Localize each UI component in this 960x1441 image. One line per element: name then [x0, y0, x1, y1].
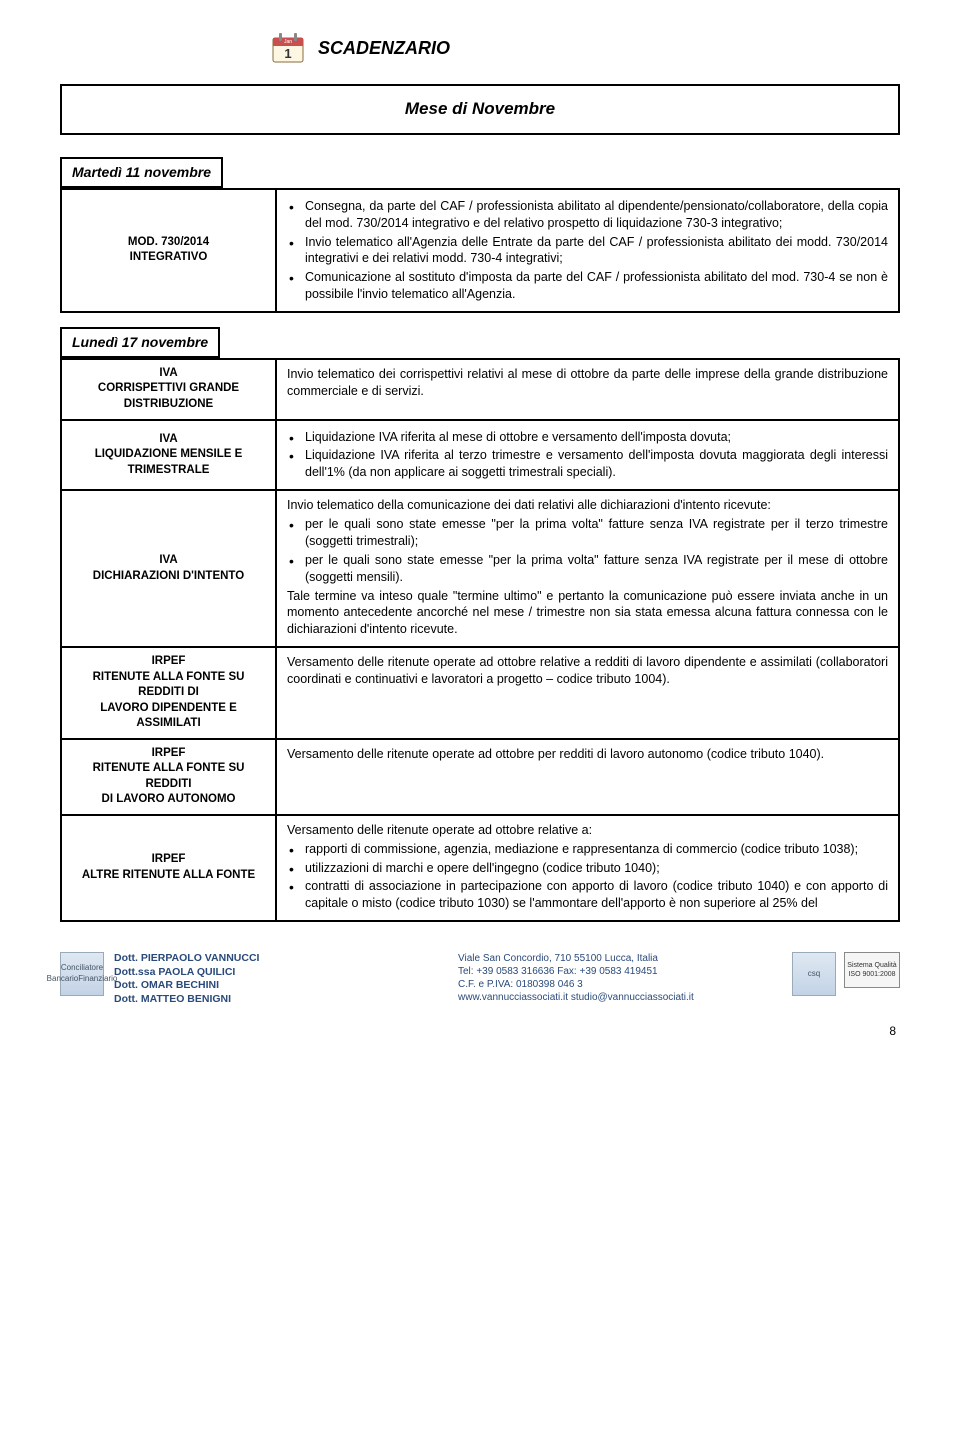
paragraph: Versamento delle ritenute operate ad ott…	[287, 746, 888, 763]
footer-name: Dott. MATTEO BENIGNI	[114, 993, 231, 1005]
list-item: Invio telematico all'Agenzia delle Entra…	[287, 234, 888, 268]
paragraph: Invio telematico della comunicazione dei…	[287, 497, 888, 514]
label-line: RITENUTE ALLA FONTE SU REDDITI	[70, 761, 267, 792]
label-line: MOD. 730/2014	[70, 235, 267, 251]
table-row: IRPEF RITENUTE ALLA FONTE SU REDDITI DI …	[60, 740, 900, 816]
list-item: per le quali sono state emesse "per la p…	[287, 552, 888, 586]
label-line: IRPEF	[70, 852, 267, 868]
label-line: RITENUTE ALLA FONTE SU REDDITI DI	[70, 670, 267, 701]
table-row: IRPEF RITENUTE ALLA FONTE SU REDDITI DI …	[60, 648, 900, 740]
row-label: IRPEF RITENUTE ALLA FONTE SU REDDITI DI …	[62, 648, 277, 738]
iso-line: ISO 9001:2008	[848, 970, 895, 979]
label-line: IRPEF	[70, 746, 267, 762]
footer-name: Dott. OMAR BECHINI	[114, 979, 219, 991]
paragraph: Tale termine va inteso quale "termine ul…	[287, 588, 888, 639]
paragraph: Versamento delle ritenute operate ad ott…	[287, 822, 888, 839]
label-line: IVA	[70, 432, 267, 448]
iso-line: Sistema Qualità	[847, 961, 896, 970]
row-label: IVA CORRISPETTIVI GRANDE DISTRIBUZIONE	[62, 360, 277, 419]
footer-address: Viale San Concordio, 710 55100 Lucca, It…	[448, 952, 792, 1004]
row-label: IVA DICHIARAZIONI D'INTENTO	[62, 491, 277, 646]
row-content: Invio telematico dei corrispettivi relat…	[277, 360, 898, 419]
label-line: LIQUIDAZIONE MENSILE E	[70, 447, 267, 463]
month-title-box: Mese di Novembre	[60, 84, 900, 135]
conciliatore-logo: Conciliatore BancarioFinanziario	[60, 952, 104, 996]
label-line: DICHIARAZIONI D'INTENTO	[70, 569, 267, 585]
row-content: Versamento delle ritenute operate ad ott…	[277, 648, 898, 738]
svg-text:Jan: Jan	[284, 39, 292, 45]
footer-contact: Dott. PIERPAOLO VANNUCCI Dott.ssa PAOLA …	[104, 952, 448, 1007]
row-content: Consegna, da parte del CAF / professioni…	[277, 190, 898, 311]
row-content: Versamento delle ritenute operate ad ott…	[277, 740, 898, 814]
row-label: MOD. 730/2014 INTEGRATIVO	[62, 190, 277, 311]
footer-name: Dott.ssa PAOLA QUILICI	[114, 966, 235, 978]
label-line: IVA	[70, 553, 267, 569]
table-row: IRPEF ALTRE RITENUTE ALLA FONTE Versamen…	[60, 816, 900, 922]
list-item: utilizzazioni di marchi e opere dell'ing…	[287, 860, 888, 877]
row-content: Liquidazione IVA riferita al mese di ott…	[277, 421, 898, 490]
svg-text:1: 1	[284, 46, 291, 61]
label-line: ALTRE RITENUTE ALLA FONTE	[70, 868, 267, 884]
row-content: Invio telematico della comunicazione dei…	[277, 491, 898, 646]
label-line: IVA	[70, 366, 267, 382]
list-item: rapporti di commissione, agenzia, mediaz…	[287, 841, 888, 858]
label-line: DISTRIBUZIONE	[70, 397, 267, 413]
row-label: IRPEF ALTRE RITENUTE ALLA FONTE	[62, 816, 277, 920]
label-line: LAVORO DIPENDENTE E ASSIMILATI	[70, 701, 267, 732]
label-line: INTEGRATIVO	[70, 250, 267, 266]
label-line: CORRISPETTIVI GRANDE	[70, 381, 267, 397]
table-row: IVA LIQUIDAZIONE MENSILE E TRIMESTRALE L…	[60, 421, 900, 492]
table-row: IVA DICHIARAZIONI D'INTENTO Invio telema…	[60, 491, 900, 648]
footer-line: C.F. e P.IVA: 0180398 046 3	[458, 978, 782, 991]
page-footer: Conciliatore BancarioFinanziario Dott. P…	[60, 942, 900, 1017]
footer-left-logo: Conciliatore BancarioFinanziario	[60, 952, 104, 996]
table-row: MOD. 730/2014 INTEGRATIVO Consegna, da p…	[60, 188, 900, 313]
footer-line: Viale San Concordio, 710 55100 Lucca, It…	[458, 952, 782, 965]
date-heading-1: Martedì 11 novembre	[60, 157, 223, 188]
list-item: Consegna, da parte del CAF / professioni…	[287, 198, 888, 232]
row-content: Versamento delle ritenute operate ad ott…	[277, 816, 898, 920]
table-row: IVA CORRISPETTIVI GRANDE DISTRIBUZIONE I…	[60, 358, 900, 421]
list-item: contratti di associazione in partecipazi…	[287, 878, 888, 912]
list-item: Liquidazione IVA riferita al mese di ott…	[287, 429, 888, 446]
label-line: DI LAVORO AUTONOMO	[70, 792, 267, 808]
label-line: TRIMESTRALE	[70, 463, 267, 479]
footer-line: Tel: +39 0583 316636 Fax: +39 0583 41945…	[458, 965, 782, 978]
calendar-icon: Jan 1	[270, 30, 306, 66]
footer-line: www.vannucciassociati.it studio@vannucci…	[458, 991, 782, 1004]
row-label: IVA LIQUIDAZIONE MENSILE E TRIMESTRALE	[62, 421, 277, 490]
iso-badge: Sistema Qualità ISO 9001:2008	[844, 952, 900, 988]
date-heading-2: Lunedì 17 novembre	[60, 327, 220, 358]
csq-logo: csq	[792, 952, 836, 996]
paragraph: Versamento delle ritenute operate ad ott…	[287, 654, 888, 688]
list-item: per le quali sono state emesse "per la p…	[287, 516, 888, 550]
paragraph: Invio telematico dei corrispettivi relat…	[287, 366, 888, 400]
row-label: IRPEF RITENUTE ALLA FONTE SU REDDITI DI …	[62, 740, 277, 814]
label-line: IRPEF	[70, 654, 267, 670]
list-item: Liquidazione IVA riferita al terzo trime…	[287, 447, 888, 481]
footer-right-logos: csq Sistema Qualità ISO 9001:2008	[792, 952, 900, 996]
footer-name: Dott. PIERPAOLO VANNUCCI	[114, 952, 259, 964]
list-item: Comunicazione al sostituto d'imposta da …	[287, 269, 888, 303]
document-header: Jan 1 SCADENZARIO	[60, 30, 900, 66]
page-number: 8	[60, 1023, 900, 1039]
page-title: SCADENZARIO	[318, 36, 450, 60]
